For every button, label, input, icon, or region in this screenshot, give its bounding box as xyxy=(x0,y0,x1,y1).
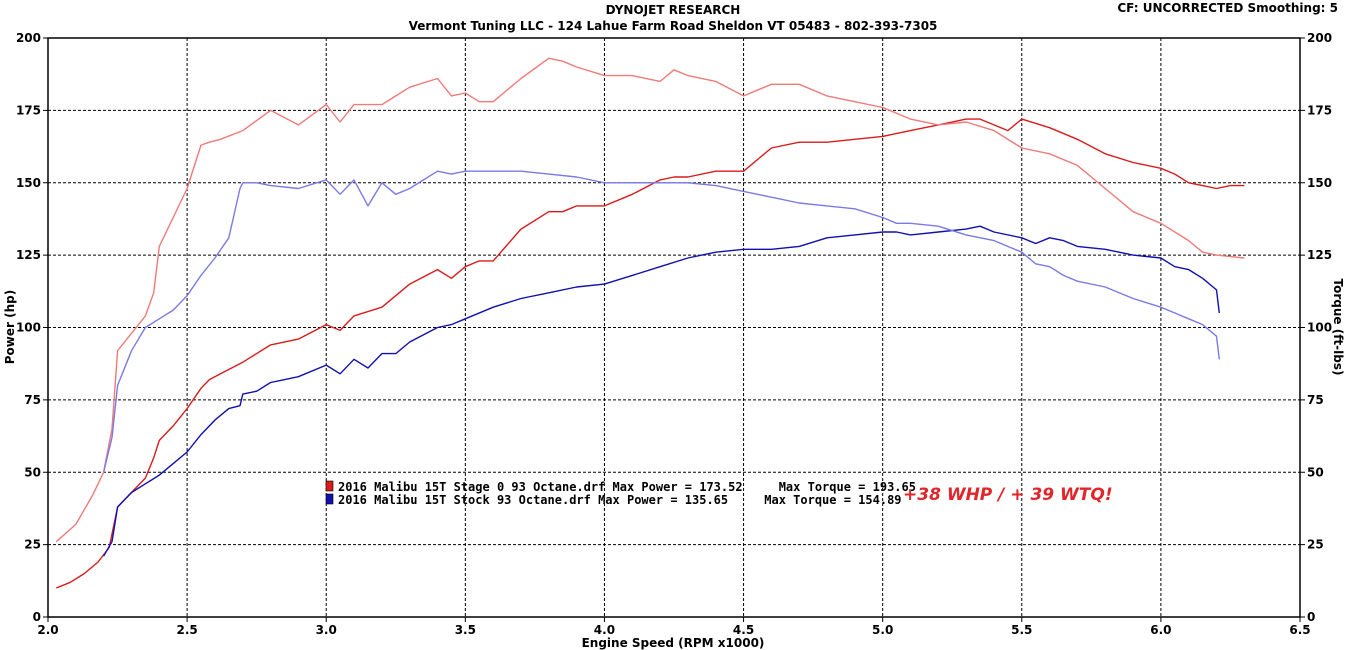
legend-entry-stage0: 2016 Malibu 15T Stage 0 93 Octane.drf Ma… xyxy=(338,480,916,494)
x-tick-label: 6.0 xyxy=(1150,623,1171,637)
legend-swatch-stage0 xyxy=(325,480,334,492)
y2-tick-label: 200 xyxy=(1307,31,1332,45)
legend: 2016 Malibu 15T Stage 0 93 Octane.drf Ma… xyxy=(325,480,916,507)
y2-tick-label: 150 xyxy=(1307,176,1332,190)
y-tick-label: 0 xyxy=(33,610,41,624)
x-tick-label: 4.5 xyxy=(733,623,754,637)
x-tick-label: 3.0 xyxy=(316,623,337,637)
y-tick-label: 25 xyxy=(24,538,41,552)
y-tick-label: 75 xyxy=(24,393,41,407)
y-tick-label: 150 xyxy=(16,176,41,190)
x-axis-title: Engine Speed (RPM x1000) xyxy=(582,636,765,650)
y-tick-label: 175 xyxy=(16,103,41,117)
x-axis-ticks: 2.0 2.5 3.0 3.5 4.0 4.5 5.0 5.5 6.0 6.5 xyxy=(37,617,1311,637)
legend-entry-stock: 2016 Malibu 15T Stock 93 Octane.drf Max … xyxy=(338,493,902,507)
y2-axis-ticks: 0 25 50 75 100 125 150 175 200 xyxy=(1300,31,1332,624)
chart-subtitle: Vermont Tuning LLC - 124 Lahue Farm Road… xyxy=(409,19,938,33)
y2-tick-label: 100 xyxy=(1307,321,1332,335)
series-layer xyxy=(55,57,1245,589)
x-tick-label: 5.0 xyxy=(872,623,893,637)
x-tick-label: 3.5 xyxy=(455,623,476,637)
stage0-torque-line xyxy=(55,57,1245,543)
y-tick-label: 125 xyxy=(16,248,41,262)
y2-tick-label: 0 xyxy=(1307,610,1315,624)
legend-swatch-stock xyxy=(325,493,334,505)
correction-settings: CF: UNCORRECTED Smoothing: 5 xyxy=(1117,1,1338,15)
y2-tick-label: 25 xyxy=(1307,538,1324,552)
chart-title: DYNOJET RESEARCH xyxy=(606,3,741,17)
stage0-power-line xyxy=(56,118,1245,589)
y2-tick-label: 175 xyxy=(1307,103,1332,117)
stock-torque-line xyxy=(102,170,1220,473)
stock-power-line xyxy=(102,225,1220,557)
y2-tick-label: 75 xyxy=(1307,393,1324,407)
y-tick-label: 200 xyxy=(16,31,41,45)
gain-callout: +38 WHP / + 39 WTQ! xyxy=(903,485,1113,505)
x-tick-label: 2.0 xyxy=(37,623,58,637)
y-axis-ticks: 0 25 50 75 100 125 150 175 200 xyxy=(16,31,48,624)
y2-tick-label: 125 xyxy=(1307,248,1332,262)
x-tick-label: 2.5 xyxy=(176,623,197,637)
x-tick-label: 5.5 xyxy=(1011,623,1032,637)
y-axis-title: Power (hp) xyxy=(3,290,17,364)
y-tick-label: 50 xyxy=(24,465,41,479)
y-tick-label: 100 xyxy=(16,321,41,335)
y2-axis-title: Torque (ft-lbs) xyxy=(1331,279,1345,376)
x-tick-label: 4.0 xyxy=(594,623,615,637)
y2-tick-label: 50 xyxy=(1307,465,1324,479)
x-tick-label: 6.5 xyxy=(1289,623,1310,637)
